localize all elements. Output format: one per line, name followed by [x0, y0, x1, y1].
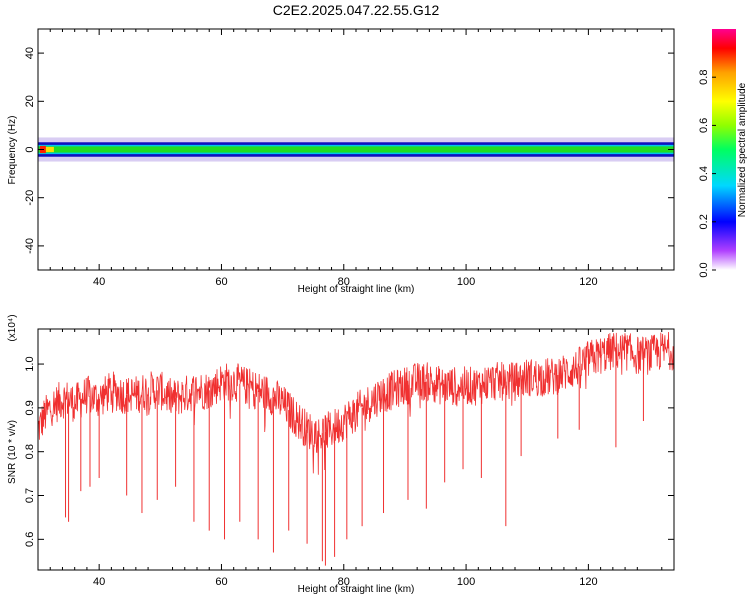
colorbar-tick-label: 0.6	[698, 118, 710, 133]
snr-x-tick-label: 60	[215, 576, 227, 588]
snr-series	[38, 331, 674, 566]
colorbar-ticks: 0.0 0.2 0.4 0.6 0.8	[698, 70, 716, 278]
spectrogram-y-tick-label: -20	[24, 190, 36, 206]
snr-y-tick-label: 0.9	[24, 400, 36, 415]
colorbar-tick-label: 0.2	[698, 214, 710, 229]
snr-scale-label: (x10⁴)	[7, 314, 18, 341]
snr-panel: 40 60 80 100 120 0.6 0.7 0.8 0.9 1.0 Height of st…	[7, 314, 675, 595]
snr-y-tick-label: 0.6	[24, 532, 36, 547]
colorbar-tick-label: 0.4	[698, 166, 710, 181]
spectrogram-x-tick-label: 40	[93, 276, 105, 288]
spectrogram-x-tick-label: 100	[457, 276, 475, 288]
snr-x-tick-label: 120	[579, 576, 597, 588]
colorbar-label: Normalized spectral amplitude	[737, 82, 748, 217]
snr-x-axis-label: Height of straight line (km)	[298, 584, 415, 595]
snr-ticks: 40 60 80 100 120 0.6 0.7 0.8 0.9 1.0	[24, 329, 675, 588]
spectrogram-ticks: 40 60 80 100 120 -40 -20 0 20 40	[24, 29, 675, 288]
spectrogram-y-tick-label: 0	[24, 146, 36, 152]
spectrogram-core	[38, 146, 674, 153]
snr-y-tick-label: 0.8	[24, 444, 36, 459]
spectrogram-x-tick-label: 80	[338, 276, 350, 288]
colorbar-tick-label: 0.0	[698, 262, 710, 277]
snr-y-tick-label: 0.7	[24, 488, 36, 503]
spectrogram-y-tick-label: 40	[24, 47, 36, 59]
spectrogram-y-tick-label: 20	[24, 95, 36, 107]
spectrogram-y-axis-label: Frequency (Hz)	[7, 116, 18, 185]
snr-y-tick-label: 1.0	[24, 356, 36, 371]
spectrogram-x-tick-label: 120	[579, 276, 597, 288]
spectrogram-panel: 40 60 80 100 120 -40 -20 0 20 40 Height of straig…	[7, 28, 675, 295]
figure-title: C2E2.2025.047.22.55.G12	[273, 2, 440, 18]
snr-line	[38, 331, 674, 475]
snr-x-tick-label: 80	[338, 576, 350, 588]
spectrogram-x-tick-label: 60	[215, 276, 227, 288]
colorbar-tick-label: 0.8	[698, 70, 710, 85]
spectrogram-x-axis-label: Height of straight line (km)	[298, 284, 415, 295]
colorbar: 0.0 0.2 0.4 0.6 0.8 Normalized spectral ampl…	[698, 29, 748, 278]
spectrogram-band	[38, 137, 674, 162]
spectrogram-peak-shoulder	[45, 146, 54, 153]
snr-x-tick-label: 100	[457, 576, 475, 588]
spectrogram-y-tick-label: -40	[24, 238, 36, 254]
snr-x-tick-label: 40	[93, 576, 105, 588]
snr-y-axis-label: SNR (10 * v/v)	[7, 420, 18, 484]
colorbar-gradient	[712, 29, 736, 270]
